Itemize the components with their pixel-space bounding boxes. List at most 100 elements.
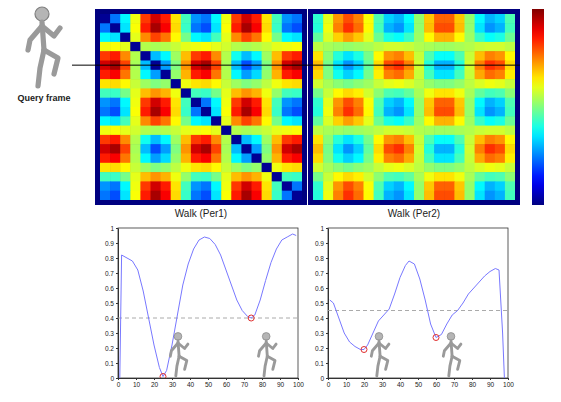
- tick-label: 60: [223, 381, 231, 388]
- cell: [201, 126, 212, 136]
- cell: [333, 70, 344, 80]
- cell: [181, 33, 192, 43]
- cell: [231, 191, 242, 200]
- tick-label: 0.1: [315, 360, 324, 367]
- cell: [211, 98, 222, 108]
- cell: [454, 107, 465, 117]
- tick: 70: [451, 378, 459, 388]
- cell: [434, 98, 445, 108]
- cell: [171, 79, 182, 89]
- cell: [424, 172, 435, 182]
- cell: [364, 79, 375, 89]
- minimum-marker: [160, 374, 166, 379]
- cell: [201, 14, 212, 24]
- cell: [424, 181, 435, 191]
- cell: [374, 144, 385, 154]
- cell: [272, 23, 283, 33]
- tick-mark: [116, 348, 118, 349]
- cell: [505, 107, 515, 117]
- cell: [495, 51, 506, 61]
- cell: [323, 135, 334, 145]
- cell: [414, 42, 425, 52]
- cell: [272, 33, 283, 43]
- cell: [424, 163, 435, 173]
- cell: [454, 172, 465, 182]
- cell: [231, 70, 242, 80]
- figure-limb: [176, 356, 179, 376]
- cell: [343, 88, 354, 98]
- cell: [100, 107, 111, 117]
- figure-limb: [38, 50, 44, 86]
- cell: [181, 181, 192, 191]
- cell: [323, 154, 334, 164]
- cell: [414, 88, 425, 98]
- cell: [485, 23, 496, 33]
- figure-limb: [443, 343, 451, 356]
- cell: [201, 70, 212, 80]
- tick-label: 60: [433, 381, 441, 388]
- cell: [211, 42, 222, 52]
- cell: [211, 154, 222, 164]
- cell: [414, 98, 425, 108]
- cell: [151, 116, 162, 126]
- cell: [313, 181, 324, 191]
- cell: [231, 144, 242, 154]
- cell: [181, 79, 192, 89]
- cell: [353, 33, 364, 43]
- cell: [100, 42, 111, 52]
- cell: [272, 79, 283, 89]
- cell: [151, 70, 162, 80]
- cell: [454, 144, 465, 154]
- tick-mark: [116, 288, 118, 289]
- cell: [394, 126, 405, 136]
- tick: 0.8: [105, 255, 118, 262]
- cell: [241, 144, 252, 154]
- cell: [292, 98, 302, 108]
- cell: [465, 181, 476, 191]
- cell: [434, 144, 445, 154]
- cell: [181, 126, 192, 136]
- cell: [404, 172, 415, 182]
- cell: [100, 126, 111, 136]
- cell: [475, 181, 486, 191]
- tick-label: 80: [259, 381, 267, 388]
- cell: [262, 116, 273, 126]
- cell: [262, 70, 273, 80]
- cell: [191, 144, 202, 154]
- cell: [444, 23, 455, 33]
- cell: [252, 163, 263, 173]
- cell: [424, 79, 435, 89]
- cell: [181, 154, 192, 164]
- cell: [262, 163, 273, 173]
- cell: [424, 107, 435, 117]
- cell: [292, 42, 302, 52]
- cell: [241, 181, 252, 191]
- cell: [292, 33, 302, 43]
- cell: [171, 144, 182, 154]
- cell: [343, 51, 354, 61]
- cell: [384, 23, 395, 33]
- cell: [384, 154, 395, 164]
- cell: [140, 144, 151, 154]
- cell: [414, 144, 425, 154]
- tick: 90: [487, 378, 495, 388]
- heatmap-cells: [100, 14, 302, 200]
- cell: [252, 172, 263, 182]
- cell: [444, 144, 455, 154]
- cell: [333, 33, 344, 43]
- cell: [374, 79, 385, 89]
- cell: [434, 163, 445, 173]
- tick: 0.3: [105, 330, 118, 337]
- tick: 30: [379, 378, 387, 388]
- cell: [353, 79, 364, 89]
- cell: [353, 42, 364, 52]
- cell: [292, 107, 302, 117]
- cell: [231, 23, 242, 33]
- cell: [444, 98, 455, 108]
- tick-label: 0: [320, 375, 324, 382]
- cell: [100, 51, 111, 61]
- cell: [100, 23, 111, 33]
- tick-label: 0.4: [105, 315, 114, 322]
- axis-line: [118, 229, 119, 379]
- tick-label: 0.9: [105, 240, 114, 247]
